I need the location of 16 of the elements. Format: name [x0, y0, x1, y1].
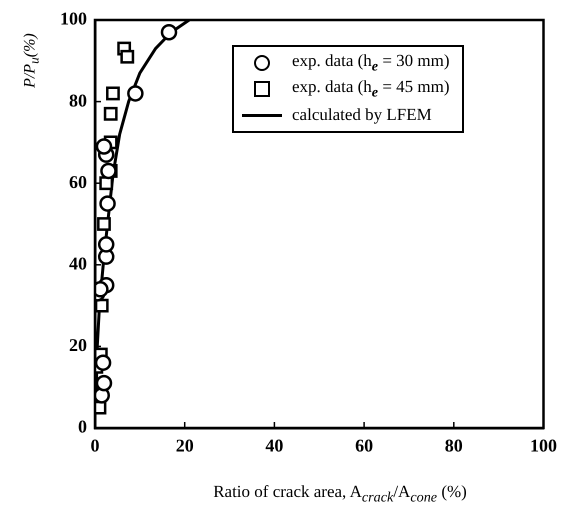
x-tick-label: 20 [176, 435, 194, 456]
y-tick-label: 100 [60, 8, 87, 29]
legend-label: calculated by LFEM [292, 105, 432, 125]
x-tick-label: 40 [265, 435, 284, 456]
y-tick-label: 60 [69, 172, 87, 192]
legend-label: exp. data (h$_{e}$ = 45 mm) [292, 76, 450, 102]
y-tick-label: 40 [69, 253, 87, 274]
y-tick-label: 20 [69, 335, 87, 356]
x-tick-label: 60 [355, 435, 374, 456]
x-tick-label: 0 [90, 435, 100, 456]
x-tick-label: 80 [444, 435, 463, 456]
y-tick-label: 0 [78, 416, 87, 437]
y-tick-label: 80 [69, 90, 87, 110]
x-axis-title: Ratio of crack area, A$_{crack}$/A$_{cone}$ (%) [212, 482, 468, 506]
x-tick-label: 100 [530, 435, 557, 456]
legend-label: exp. data (h$_{e}$ = 30 mm) [292, 50, 450, 76]
